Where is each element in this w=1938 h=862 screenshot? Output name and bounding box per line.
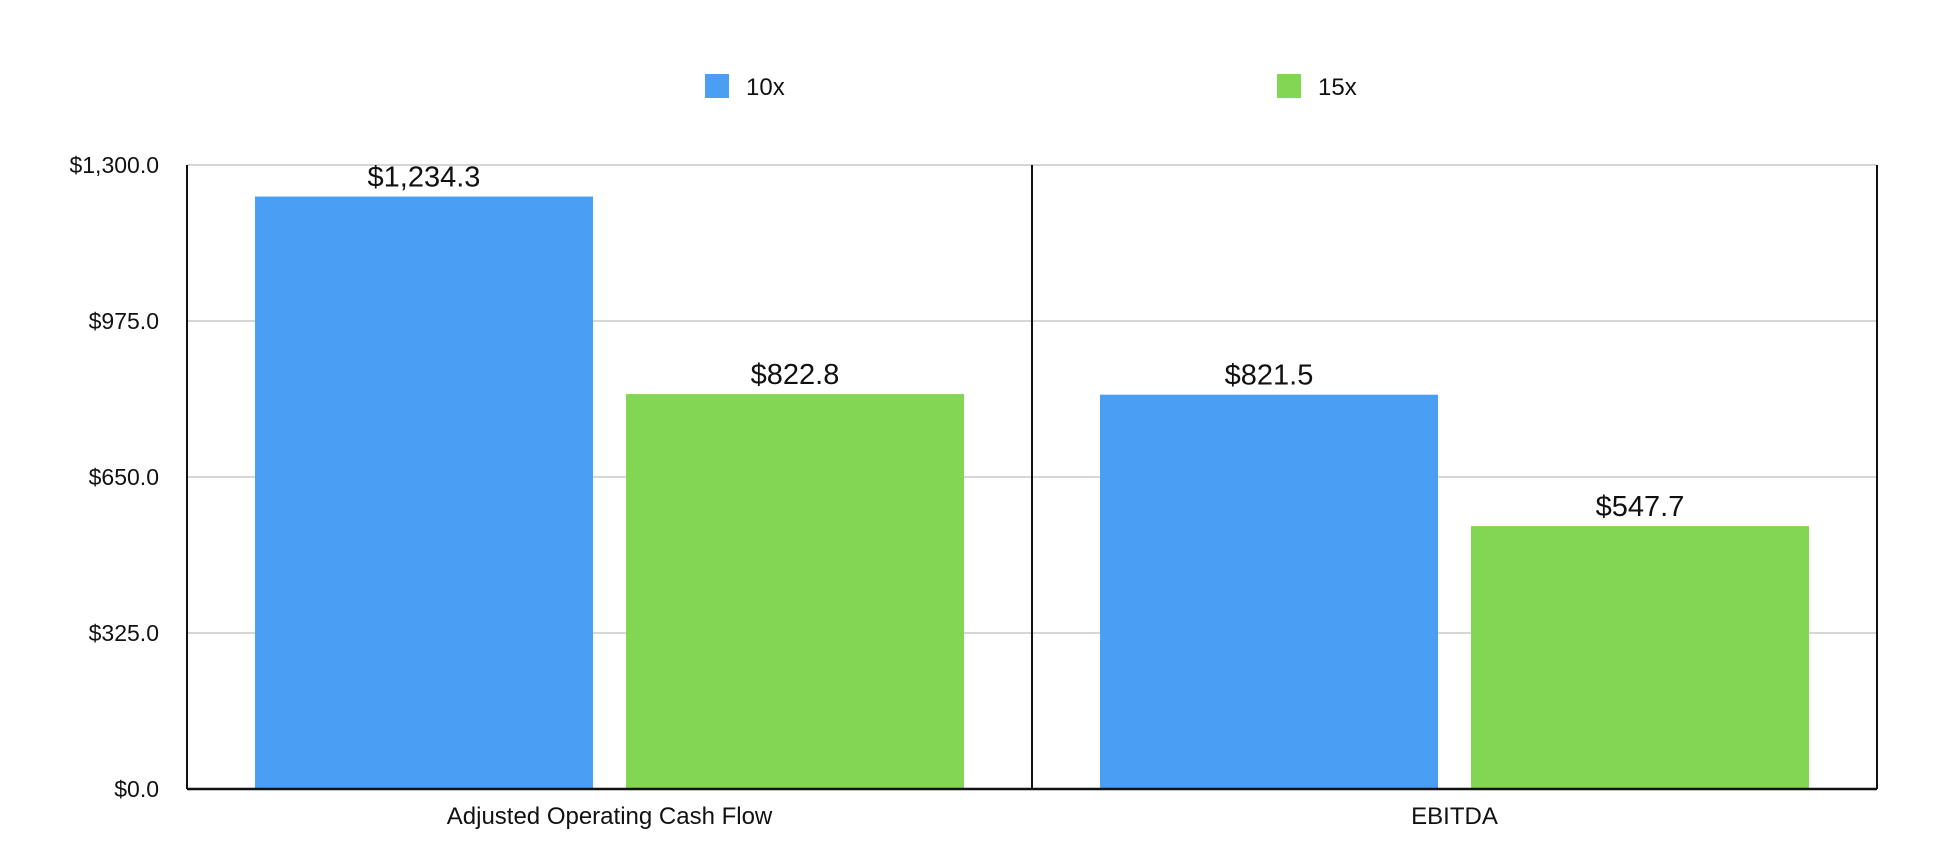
data-label: $821.5 xyxy=(1225,360,1314,392)
x-axis-categories: Adjusted Operating Cash Flow EBITDA xyxy=(447,803,1498,830)
y-tick-label: $975.0 xyxy=(89,308,159,334)
data-label: $547.7 xyxy=(1596,491,1685,523)
x-category-label: Adjusted Operating Cash Flow xyxy=(447,803,773,830)
bar xyxy=(1100,394,1438,789)
y-tick-label: $325.0 xyxy=(89,620,159,646)
x-category-label: EBITDA xyxy=(1411,803,1498,830)
data-labels: $1,234.3 $822.8 $821.5 $547.7 xyxy=(368,162,1685,524)
bar xyxy=(626,394,964,789)
y-tick-label: $650.0 xyxy=(89,464,159,490)
legend-label: 15x xyxy=(1318,74,1357,101)
axes xyxy=(186,165,1878,791)
bar xyxy=(255,196,593,789)
data-label: $822.8 xyxy=(751,359,840,391)
bar xyxy=(1471,526,1809,789)
legend-swatch xyxy=(705,74,729,98)
bars xyxy=(255,196,1809,789)
legend-label: 10x xyxy=(746,74,785,101)
legend: 10x 15x xyxy=(705,74,1357,101)
legend-swatch xyxy=(1277,74,1301,98)
data-label: $1,234.3 xyxy=(368,162,481,194)
y-tick-label: $0.0 xyxy=(114,776,159,802)
y-tick-label: $1,300.0 xyxy=(69,152,159,178)
y-axis-ticks: $0.0 $325.0 $650.0 $975.0 $1,300.0 xyxy=(69,152,159,802)
